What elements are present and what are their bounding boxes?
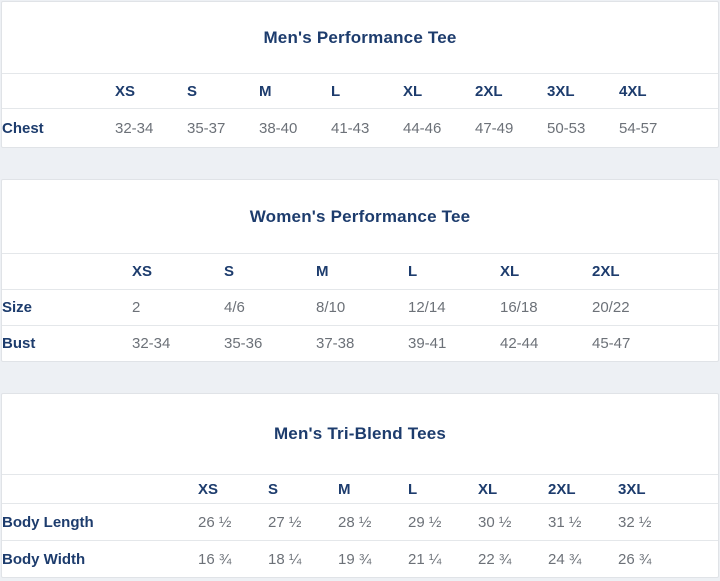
header-row: XS S M L XL 2XL 3XL [2, 474, 718, 504]
cell-value: 16/18 [500, 299, 538, 316]
cell-value: 37-38 [316, 335, 355, 352]
size-column-header: 2XL [548, 480, 576, 498]
size-column-header: 2XL [592, 263, 620, 280]
header-row: XS S M L XL 2XL [2, 253, 718, 290]
size-column-header: M [259, 82, 272, 100]
size-column-header: XL [403, 82, 423, 100]
cell-value: 47-49 [475, 119, 514, 137]
cell-value: 54-57 [619, 119, 658, 137]
cell-value: 31 ½ [548, 513, 582, 531]
row-label: Size [2, 299, 33, 316]
cell-value: 18 ¼ [268, 550, 302, 568]
cell-value: 19 ¾ [338, 550, 372, 568]
size-chart-card-mens-triblend-tees: Men's Tri-Blend Tees XS S M L XL 2XL 3XL [1, 393, 719, 578]
cell-value: 39-41 [408, 335, 447, 352]
size-column-header: L [408, 263, 418, 280]
chart-title: Men's Tri-Blend Tees [273, 424, 447, 443]
cell-value: 35-37 [187, 119, 226, 137]
cell-value: 32 ½ [618, 513, 652, 531]
cell-value: 26 ½ [198, 513, 232, 531]
size-chart-card-mens-performance-tee: Men's Performance Tee XS S M L XL 2XL 3X… [1, 1, 719, 148]
size-column-header: L [331, 82, 341, 100]
corner-cell [2, 254, 132, 290]
size-column-header: 2XL [475, 82, 503, 100]
row-label: Bust [2, 335, 36, 352]
chart-title: Women's Performance Tee [249, 206, 471, 226]
size-column-header: 3XL [618, 480, 646, 498]
cell-value: 32-34 [115, 119, 154, 137]
size-column-header: L [408, 480, 418, 498]
size-table: XS S M L XL 2XL Size 2 4/6 8/10 12/14 16… [2, 253, 718, 361]
size-column-header: M [338, 480, 351, 498]
size-chart-card-womens-performance-tee: Women's Performance Tee XS S M L XL 2XL [1, 179, 719, 362]
cell-value: 26 ¾ [618, 550, 652, 568]
cell-value: 16 ¾ [198, 550, 232, 568]
cell-value: 4/6 [224, 299, 245, 316]
cell-value: 44-46 [403, 119, 442, 137]
header-row: XS S M L XL 2XL 3XL 4XL [2, 73, 718, 109]
cell-value: 50-53 [547, 119, 586, 137]
table-row: Body Length 26 ½ 27 ½ 28 ½ 29 ½ 30 ½ 31 … [2, 503, 718, 541]
cell-value: 38-40 [259, 119, 298, 137]
size-column-header: XL [478, 480, 498, 498]
cell-value: 30 ½ [478, 513, 512, 531]
row-label: Body Width [2, 550, 86, 568]
cell-value: 35-36 [224, 335, 263, 352]
cell-value: 24 ¾ [548, 550, 582, 568]
size-column-header: XL [500, 263, 520, 280]
table-row: Bust 32-34 35-36 37-38 39-41 42-44 45-47 [2, 325, 718, 362]
cell-value: 20/22 [592, 299, 630, 316]
size-column-header: S [224, 263, 235, 280]
cell-value: 41-43 [331, 119, 370, 137]
row-label: Body Length [2, 513, 94, 531]
cell-value: 8/10 [316, 299, 346, 316]
corner-cell [2, 475, 198, 504]
corner-cell [2, 74, 115, 109]
size-column-header: XS [198, 480, 219, 498]
cell-value: 21 ¼ [408, 550, 442, 568]
cell-value: 45-47 [592, 335, 631, 352]
table-row: Size 2 4/6 8/10 12/14 16/18 20/22 [2, 289, 718, 326]
size-column-header: S [268, 480, 279, 498]
cell-value: 32-34 [132, 335, 171, 352]
size-column-header: M [316, 263, 329, 280]
size-table: XS S M L XL 2XL 3XL 4XL Chest 32-34 35-3… [2, 73, 718, 147]
size-column-header: 3XL [547, 82, 575, 100]
table-row: Body Width 16 ¾ 18 ¼ 19 ¾ 21 ¼ 22 ¾ 24 ¾… [2, 540, 718, 578]
cell-value: 42-44 [500, 335, 539, 352]
chart-title: Men's Performance Tee [263, 27, 457, 47]
cell-value: 2 [132, 299, 141, 316]
cell-value: 12/14 [408, 299, 446, 316]
cell-value: 27 ½ [268, 513, 302, 531]
size-column-header: S [187, 82, 198, 100]
size-column-header: 4XL [619, 82, 647, 100]
cell-value: 22 ¾ [478, 550, 512, 568]
cell-value: 29 ½ [408, 513, 442, 531]
row-label: Chest [2, 119, 44, 137]
size-column-header: XS [132, 263, 153, 280]
size-table: XS S M L XL 2XL 3XL Body Length 26 ½ 27 … [2, 474, 718, 577]
size-column-header: XS [115, 82, 136, 100]
cell-value: 28 ½ [338, 513, 372, 531]
table-row: Chest 32-34 35-37 38-40 41-43 44-46 47-4… [2, 108, 718, 148]
